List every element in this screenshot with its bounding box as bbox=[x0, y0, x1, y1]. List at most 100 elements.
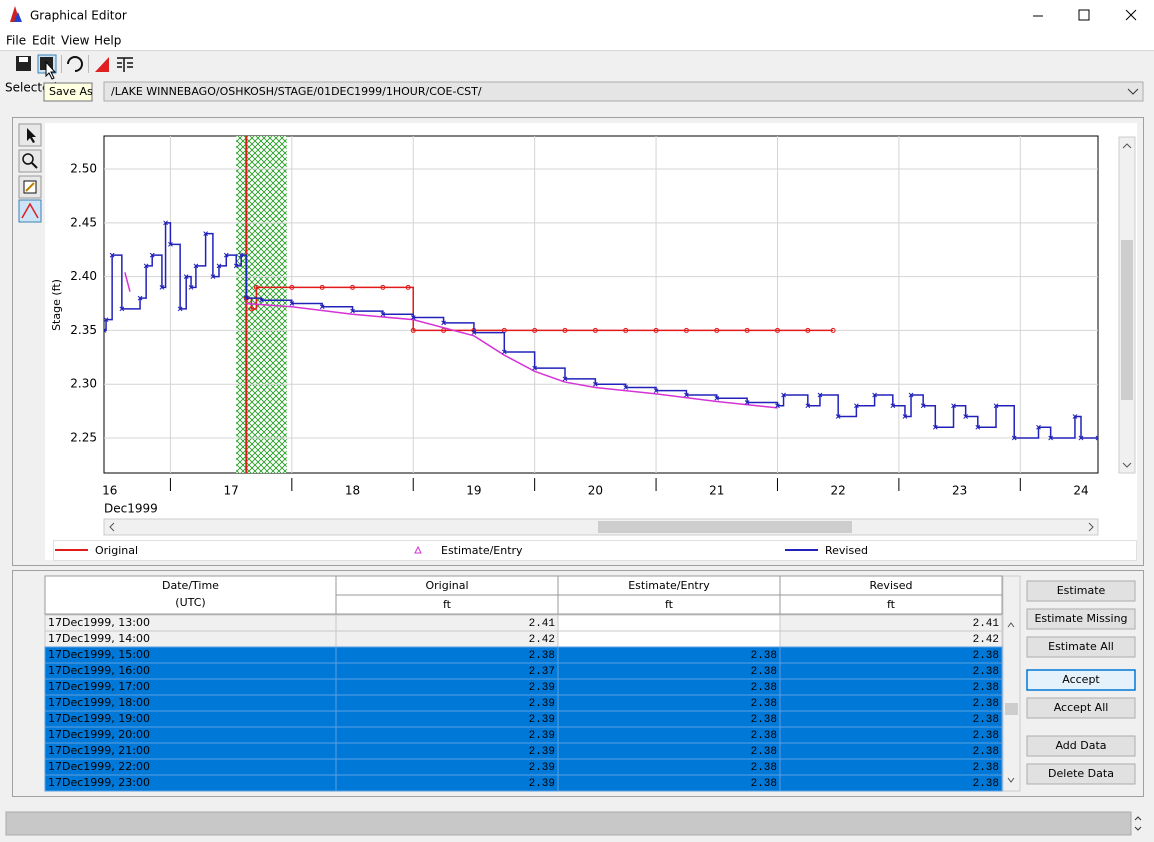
table-cell[interactable] bbox=[335, 646, 559, 664]
button-label[interactable]: Delete Data bbox=[1048, 767, 1114, 780]
table-cell[interactable] bbox=[557, 630, 781, 648]
data-point bbox=[592, 327, 598, 333]
table-cell[interactable] bbox=[779, 630, 1003, 648]
close-button[interactable] bbox=[1125, 9, 1137, 21]
table-cell[interactable] bbox=[779, 646, 1003, 664]
header-text: Estimate/Entry bbox=[628, 579, 710, 592]
legend-label: Estimate/Entry bbox=[441, 544, 523, 557]
table-cell[interactable] bbox=[779, 662, 1003, 680]
pathname-combo[interactable] bbox=[103, 81, 1144, 102]
table-cell[interactable] bbox=[779, 726, 1003, 744]
table-cell[interactable] bbox=[335, 726, 559, 744]
table-cell[interactable] bbox=[557, 614, 781, 632]
button[interactable] bbox=[1026, 636, 1136, 658]
table-cell[interactable] bbox=[557, 678, 781, 696]
data-point bbox=[854, 403, 859, 409]
table-cell[interactable] bbox=[557, 646, 781, 664]
table-cell[interactable] bbox=[557, 758, 781, 776]
h-scroll-thumb[interactable] bbox=[598, 521, 852, 533]
maximize-button[interactable] bbox=[1078, 9, 1090, 21]
data-point bbox=[805, 403, 811, 409]
table-cell[interactable] bbox=[335, 758, 559, 776]
h-scroll-arrows[interactable] bbox=[109, 522, 1094, 532]
menu-item[interactable]: File bbox=[6, 34, 26, 48]
data-point bbox=[233, 263, 239, 269]
zoom-tool[interactable] bbox=[18, 149, 42, 173]
button[interactable] bbox=[1026, 697, 1136, 719]
button[interactable] bbox=[1026, 580, 1136, 602]
table-cell[interactable] bbox=[557, 774, 781, 792]
menu-item[interactable]: Edit bbox=[32, 34, 56, 48]
button-label[interactable]: Add Data bbox=[1055, 739, 1106, 752]
data-point bbox=[143, 263, 149, 269]
table-cell[interactable] bbox=[779, 614, 1003, 632]
data-point bbox=[177, 306, 183, 312]
y-tick-label: 2.25 bbox=[70, 431, 97, 445]
table-cell[interactable] bbox=[335, 662, 559, 680]
button[interactable] bbox=[1026, 735, 1136, 757]
cell-text: 2.38 bbox=[751, 650, 777, 662]
zoom-icon-part bbox=[31, 162, 38, 169]
data-point bbox=[744, 400, 750, 405]
data-point bbox=[623, 327, 629, 333]
data-point bbox=[380, 284, 386, 290]
menu-bar bbox=[0, 30, 1154, 50]
cell-text: 2.38 bbox=[973, 746, 999, 758]
y-axis-label: Stage (ft) bbox=[50, 279, 63, 331]
table-cell[interactable] bbox=[779, 694, 1003, 712]
x-axis-sublabel: Dec1999 bbox=[104, 502, 158, 516]
y-tick-label: 2.30 bbox=[70, 377, 97, 391]
cell-text: 2.37 bbox=[529, 666, 555, 678]
table-cell[interactable] bbox=[335, 614, 559, 632]
zoom-icon bbox=[22, 153, 34, 165]
table-cell[interactable] bbox=[557, 742, 781, 760]
data-point bbox=[902, 414, 908, 419]
table-scrollbar[interactable] bbox=[1002, 575, 1021, 792]
series-line bbox=[124, 272, 778, 409]
table-cell[interactable] bbox=[335, 694, 559, 712]
status-spinner[interactable] bbox=[1134, 816, 1142, 831]
table-cell[interactable] bbox=[557, 710, 781, 728]
table-cell[interactable] bbox=[779, 710, 1003, 728]
table-cell[interactable] bbox=[779, 742, 1003, 760]
table-cell[interactable] bbox=[335, 774, 559, 792]
legend-swatch bbox=[414, 545, 422, 554]
table-icon[interactable] bbox=[117, 57, 133, 72]
table-cell[interactable] bbox=[335, 742, 559, 760]
v-scroll-arrows[interactable] bbox=[1122, 143, 1132, 468]
table-cell[interactable] bbox=[779, 774, 1003, 792]
table-scroll-thumb[interactable] bbox=[1005, 703, 1018, 715]
table-cell[interactable] bbox=[557, 662, 781, 680]
table-cell[interactable] bbox=[335, 710, 559, 728]
refresh-icon[interactable] bbox=[67, 56, 83, 72]
table-cell[interactable] bbox=[779, 678, 1003, 696]
button-label[interactable]: Estimate bbox=[1057, 584, 1106, 597]
cell-text: 2.38 bbox=[973, 730, 999, 742]
table-cell[interactable] bbox=[335, 630, 559, 648]
data-point bbox=[920, 403, 926, 409]
table-cell[interactable] bbox=[557, 694, 781, 712]
button[interactable] bbox=[1026, 763, 1136, 785]
v-scroll-thumb[interactable] bbox=[1121, 240, 1133, 400]
button-label[interactable]: Accept All bbox=[1054, 701, 1109, 714]
table-scroll-arrows[interactable] bbox=[1007, 622, 1015, 783]
table-cell[interactable] bbox=[557, 726, 781, 744]
button-label[interactable]: Estimate All bbox=[1048, 640, 1114, 653]
menu-item[interactable]: View bbox=[61, 34, 90, 48]
button-label[interactable]: Estimate Missing bbox=[1034, 612, 1127, 625]
plot-icon[interactable] bbox=[95, 57, 109, 72]
button[interactable] bbox=[1026, 669, 1136, 691]
table-cell[interactable] bbox=[779, 758, 1003, 776]
combo-arrow[interactable] bbox=[1127, 88, 1139, 95]
button-label[interactable]: Accept bbox=[1062, 673, 1100, 686]
data-point bbox=[775, 403, 780, 409]
table-cell[interactable] bbox=[335, 678, 559, 696]
header-text: ft bbox=[443, 598, 452, 611]
data-point bbox=[817, 392, 823, 398]
cell-text: 2.39 bbox=[529, 746, 555, 758]
button[interactable] bbox=[1026, 608, 1136, 630]
menu-item[interactable]: Help bbox=[94, 34, 121, 48]
point-edit-tool[interactable] bbox=[18, 199, 42, 223]
cell-text: 2.38 bbox=[751, 714, 777, 726]
